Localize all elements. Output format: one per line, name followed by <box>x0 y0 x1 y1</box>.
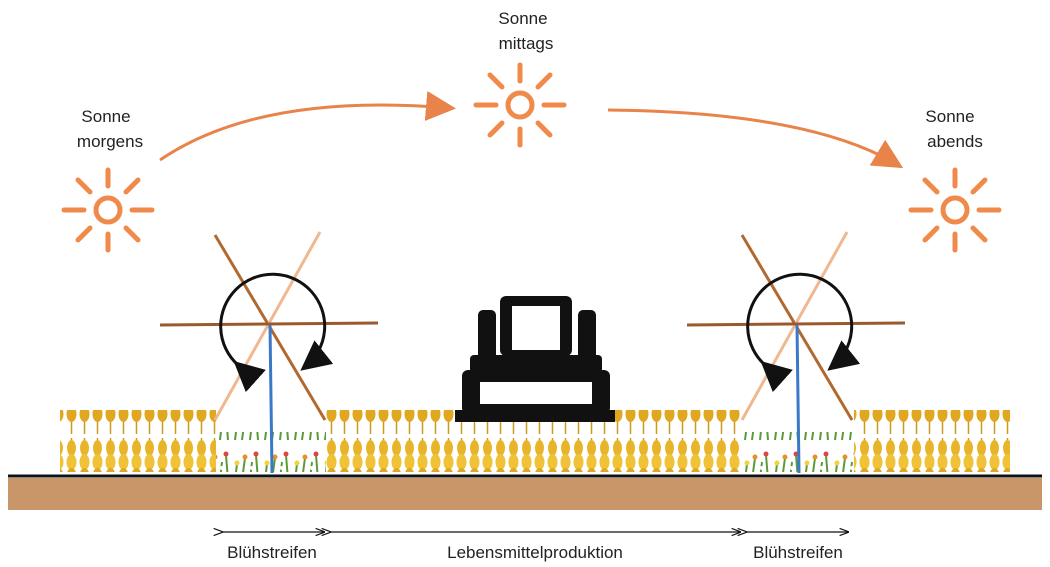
sun-label: mittags <box>499 34 554 53</box>
suns <box>64 65 999 250</box>
sun-label: abends <box>927 132 983 151</box>
sun-label: morgens <box>77 132 143 151</box>
sun-label: Sonne <box>498 9 547 28</box>
sun-label: Sonne <box>925 107 974 126</box>
zone-label: Blühstreifen <box>753 543 843 562</box>
zone-label: Lebensmittelproduktion <box>447 543 623 562</box>
harvester <box>455 296 615 422</box>
sun-path <box>159 91 456 162</box>
sun-path <box>607 108 904 169</box>
zone-label: Blühstreifen <box>227 543 317 562</box>
crops <box>60 410 1010 472</box>
soil <box>8 478 1042 510</box>
sun-label: Sonne <box>81 107 130 126</box>
